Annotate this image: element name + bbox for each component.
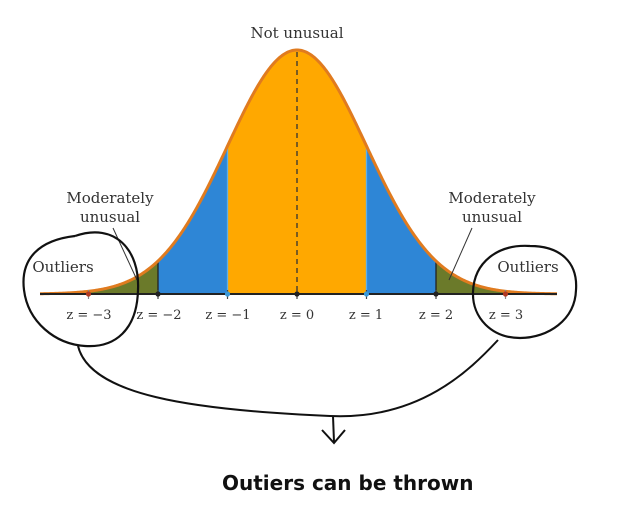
right-moderate-label-line1: Moderately [448, 189, 536, 207]
left-moderate-label-line2: unusual [80, 208, 140, 226]
tick-label-z-2: z = 2 [419, 308, 453, 323]
tick-label-z-3: z = 3 [489, 308, 523, 323]
tick-dot-z-0 [294, 291, 300, 297]
tick-dot-z-neg1 [224, 291, 231, 297]
tick-label-z-neg1: z = −1 [205, 308, 250, 323]
tick-dot-z-neg2 [155, 291, 161, 297]
hand-drawn-arrow-shaft [332, 415, 335, 443]
region-boundaries [157, 146, 437, 294]
tick-dot-z-3 [502, 291, 509, 297]
tick-dot-z-neg3 [85, 291, 92, 297]
hand-drawn-arrow-head [321, 429, 346, 445]
center-label: Not unusual [250, 24, 343, 42]
tick-label-z-neg2: z = −2 [136, 308, 181, 323]
tick-dot-z-2 [433, 291, 439, 297]
left-moderate-leader [112, 227, 138, 281]
tick-label-z-neg3: z = −3 [66, 308, 111, 323]
left-moderate-label-line1: Moderately [66, 189, 154, 207]
right-outliers-label: Outliers [497, 258, 558, 276]
right-hand-drawn-circle [471, 244, 578, 340]
hand-drawn-connector [77, 339, 499, 418]
left-moderately-unusual-region [88, 261, 158, 294]
tick-dot-z-1 [363, 291, 370, 297]
right-moderate-label-line2: unusual [462, 208, 522, 226]
left-outliers-label: Outliers [32, 258, 93, 276]
z-ticks [85, 290, 509, 299]
left-hand-drawn-circle [22, 231, 140, 348]
right-moderately-unusual-region [436, 260, 506, 294]
tick-label-z-1: z = 1 [349, 308, 383, 323]
handwritten-note: Outiers can be thrown [222, 471, 473, 495]
tick-label-z-0: z = 0 [280, 308, 314, 323]
bell-curve [39, 48, 558, 296]
right-moderate-leader [448, 227, 473, 281]
